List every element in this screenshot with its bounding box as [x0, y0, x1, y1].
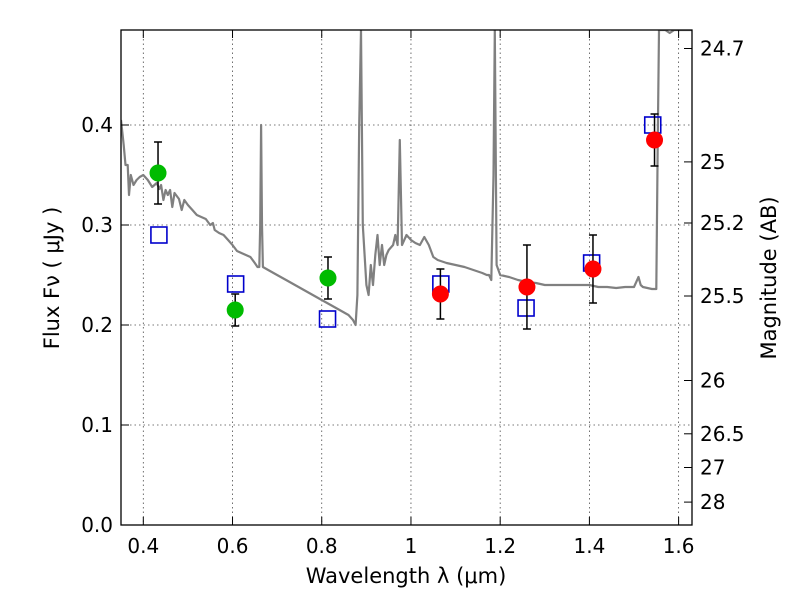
x-tick-label: 1.2: [484, 534, 516, 558]
axis-ticks: 0.4 0.6 0.8 1 1.2 1.4 1.6 0.0 0.1 0.2 0.3 0.4 24.7 25…: [81, 30, 745, 558]
y-tick-label: 0.0: [81, 513, 113, 537]
optical_observed-point: [226, 301, 244, 319]
model-photometry-square: [150, 226, 168, 244]
mag-tick-label: 25.2: [700, 211, 745, 235]
plot-frame: [120, 29, 693, 526]
x-tick-label: 0.8: [306, 534, 338, 558]
nir_observed-point: [584, 260, 602, 278]
x-tick-label: 1.4: [573, 534, 605, 558]
model-photometry-square: [226, 275, 245, 293]
x-axis-label: Wavelength λ (μm): [306, 564, 507, 588]
plot-area: [121, 30, 692, 330]
x-tick-label: 1: [405, 534, 418, 558]
nir_observed-point: [431, 285, 449, 303]
model-photometry-square: [318, 310, 337, 328]
y-tick-label: 0.4: [81, 113, 113, 137]
grid: [121, 30, 692, 526]
y-tick-label: 0.3: [81, 213, 113, 237]
optical_observed-point: [319, 269, 337, 287]
x-tick-label: 0.6: [217, 534, 249, 558]
mag-tick-label: 25.5: [700, 284, 745, 308]
x-tick-label: 0.4: [127, 534, 159, 558]
nir_observed-point: [646, 131, 664, 149]
y-axis-label: Flux Fν ( μJy ): [40, 207, 64, 350]
mag-tick-label: 26: [700, 369, 725, 393]
model-spectrum-line: [121, 30, 692, 327]
y-tick-label: 0.2: [81, 313, 113, 337]
y2-axis-label: Magnitude (AB): [757, 196, 781, 359]
model-photometry-square: [517, 299, 535, 317]
mag-tick-label: 28: [700, 490, 725, 514]
mag-tick-label: 25: [700, 150, 725, 174]
x-tick-label: 1.6: [663, 534, 695, 558]
y-tick-label: 0.1: [81, 413, 113, 437]
mag-tick-label: 26.5: [700, 422, 745, 446]
mag-tick-label: 27: [700, 456, 725, 480]
mag-tick-label: 24.7: [700, 37, 745, 61]
optical_observed-point: [149, 164, 167, 182]
nir_observed-point: [518, 278, 536, 296]
